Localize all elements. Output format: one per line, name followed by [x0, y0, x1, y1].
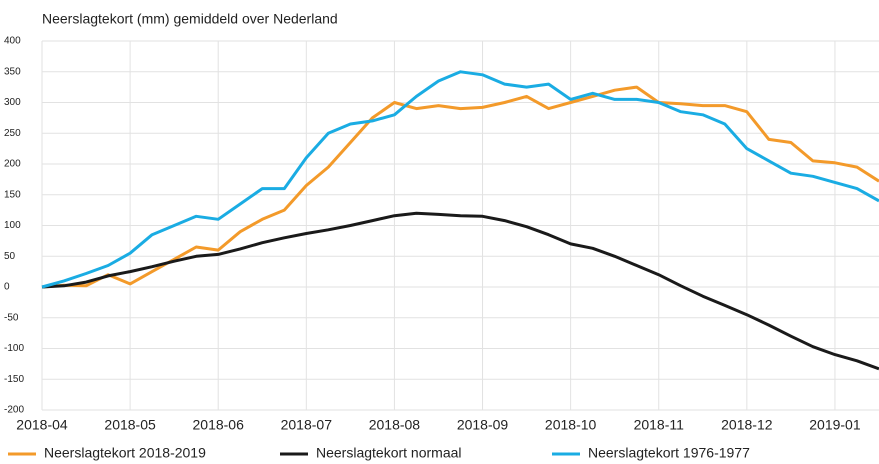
- x-tick-label: 2018-11: [634, 417, 685, 433]
- y-tick-label: -50: [4, 312, 19, 323]
- x-tick-label: 2018-09: [457, 417, 509, 433]
- y-tick-label: 300: [4, 97, 21, 108]
- y-tick-label: -150: [4, 374, 24, 385]
- x-tick-label: 2018-10: [545, 417, 597, 433]
- x-tick-label: 2018-04: [16, 417, 68, 433]
- y-tick-label: 100: [4, 220, 21, 231]
- legend-label: Neerslagtekort normaal: [316, 445, 462, 461]
- data-line: [41, 70, 879, 289]
- x-tick-label: 2018-08: [369, 417, 421, 433]
- x-tick-label: 2018-12: [721, 417, 773, 433]
- y-tick-label: 0: [4, 282, 10, 293]
- x-tick-label: 2018-05: [104, 417, 156, 433]
- x-tick-label: 2018-07: [281, 417, 333, 433]
- y-tick-label: 50: [4, 251, 16, 262]
- data-line: [41, 85, 879, 289]
- y-tick-label: -100: [4, 343, 24, 354]
- data-line: [41, 211, 879, 371]
- y-tick-label: 150: [4, 189, 21, 200]
- y-tick-label: 250: [4, 128, 21, 139]
- x-tick-label: 2019-01: [809, 417, 861, 433]
- y-tick-label: 400: [4, 36, 21, 47]
- y-tick-label: 350: [4, 66, 21, 77]
- x-tick-label: 2018-06: [193, 417, 245, 433]
- chart-title: Neerslagtekort (mm) gemiddeld over Neder…: [42, 11, 338, 27]
- legend-label: Neerslagtekort 1976-1977: [588, 445, 750, 461]
- y-tick-label: 200: [4, 159, 21, 170]
- legend-label: Neerslagtekort 2018-2019: [44, 445, 206, 461]
- y-tick-label: -200: [4, 405, 24, 416]
